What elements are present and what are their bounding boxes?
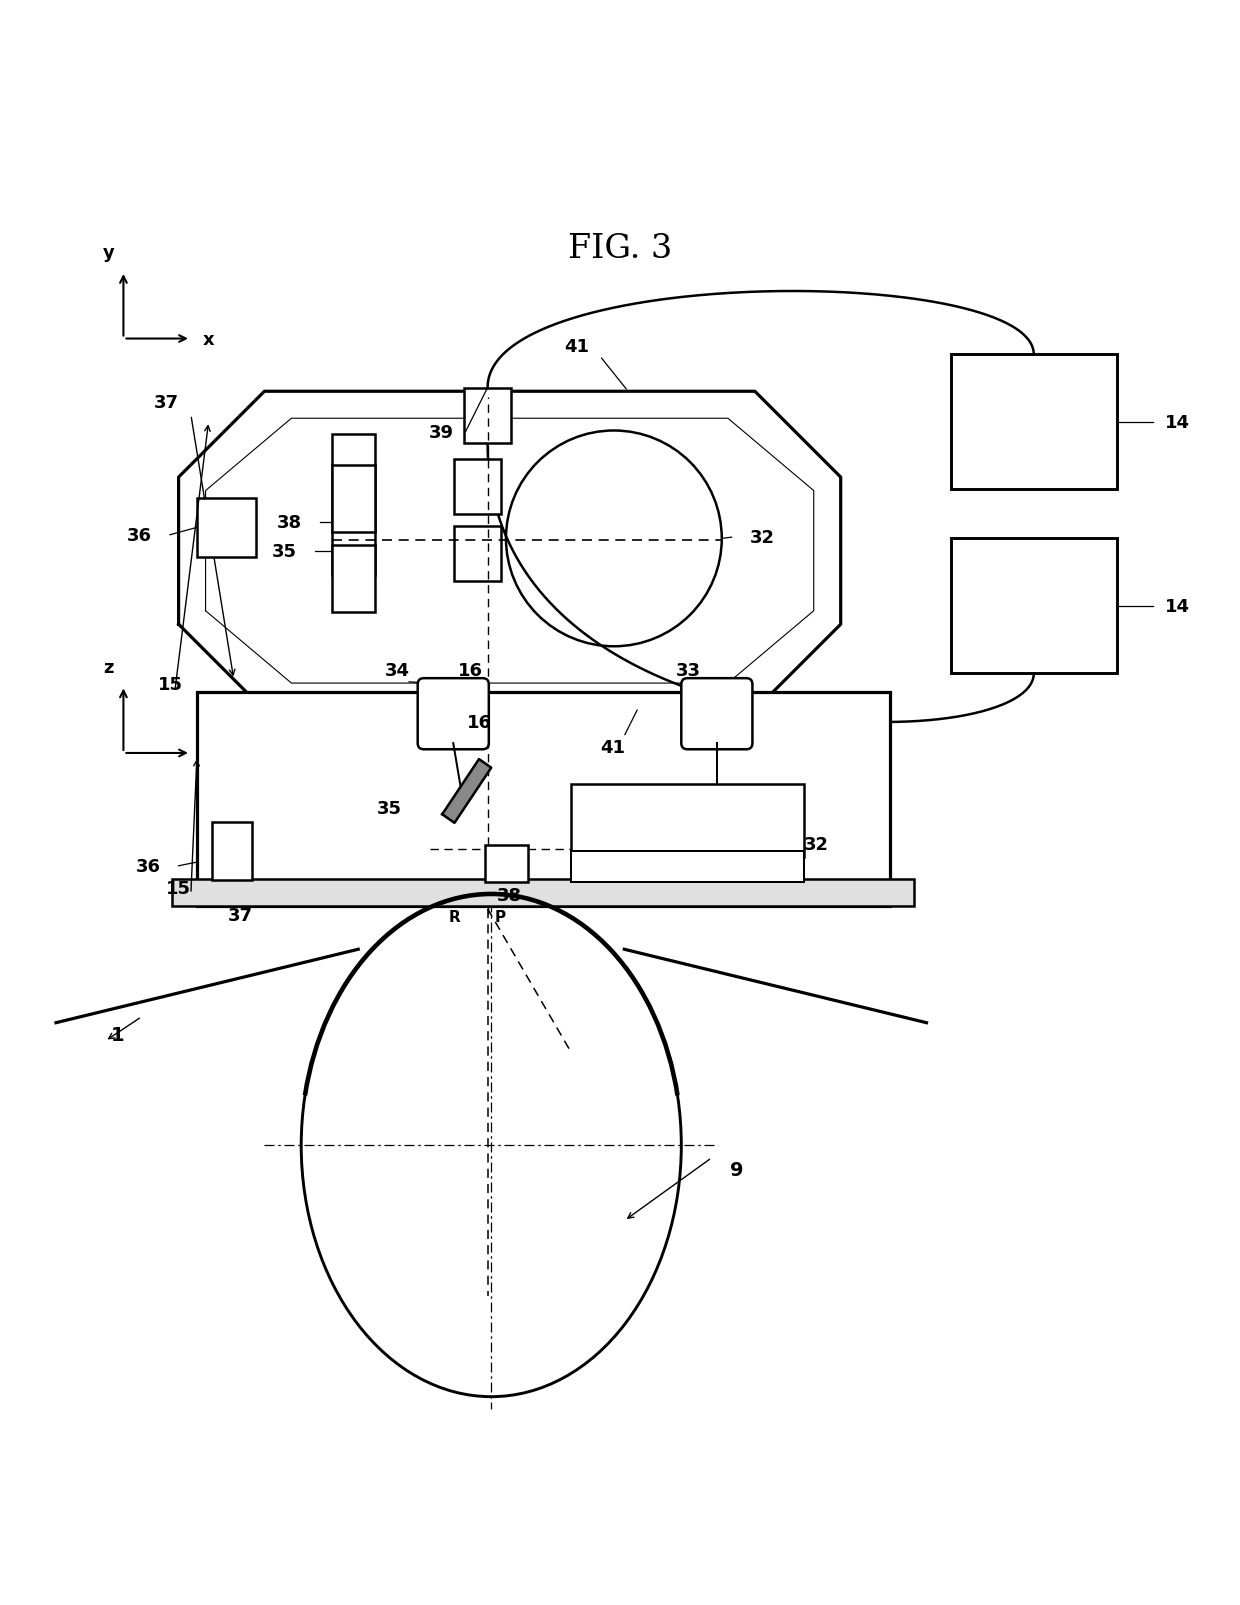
- Text: 36: 36: [135, 857, 160, 875]
- Text: 41: 41: [600, 738, 625, 756]
- Bar: [455, 526, 501, 583]
- FancyBboxPatch shape: [418, 679, 489, 750]
- Text: R: R: [449, 908, 460, 924]
- Text: P: P: [495, 908, 506, 924]
- Bar: [570, 785, 804, 857]
- Polygon shape: [179, 392, 841, 711]
- Text: 37: 37: [227, 907, 253, 924]
- Text: 33: 33: [676, 661, 701, 679]
- Text: y: y: [103, 244, 114, 262]
- Text: 16: 16: [458, 661, 482, 679]
- Bar: [570, 852, 804, 883]
- Bar: [172, 880, 914, 907]
- Text: 32: 32: [750, 528, 775, 547]
- Bar: [951, 539, 1116, 674]
- Text: 16: 16: [466, 714, 491, 732]
- Text: x: x: [203, 745, 215, 762]
- Bar: [332, 465, 374, 533]
- Text: z: z: [103, 658, 114, 676]
- Text: 34: 34: [384, 661, 409, 679]
- Bar: [212, 822, 252, 881]
- FancyBboxPatch shape: [681, 679, 753, 750]
- Bar: [197, 692, 890, 907]
- Text: 35: 35: [272, 542, 296, 560]
- Text: 41: 41: [564, 337, 589, 356]
- Text: 36: 36: [126, 526, 151, 544]
- Text: FIG. 3: FIG. 3: [568, 233, 672, 265]
- Bar: [485, 846, 528, 883]
- Text: 9: 9: [729, 1160, 743, 1180]
- Bar: [332, 546, 374, 613]
- Text: 32: 32: [804, 835, 828, 854]
- Bar: [455, 459, 501, 515]
- Text: 38: 38: [277, 514, 301, 533]
- Text: 38: 38: [497, 886, 522, 905]
- Text: 37: 37: [154, 395, 179, 412]
- Polygon shape: [443, 759, 491, 823]
- Text: x: x: [203, 331, 215, 348]
- Bar: [464, 388, 511, 443]
- Bar: [332, 435, 374, 576]
- Text: 35: 35: [377, 799, 402, 817]
- Text: 14: 14: [1166, 414, 1190, 432]
- Bar: [197, 499, 255, 557]
- Text: 15: 15: [157, 676, 182, 693]
- Text: 14: 14: [1166, 597, 1190, 615]
- Bar: [951, 355, 1116, 490]
- Text: 1: 1: [110, 1026, 124, 1045]
- Text: 39: 39: [429, 424, 454, 441]
- Text: 15: 15: [166, 880, 191, 897]
